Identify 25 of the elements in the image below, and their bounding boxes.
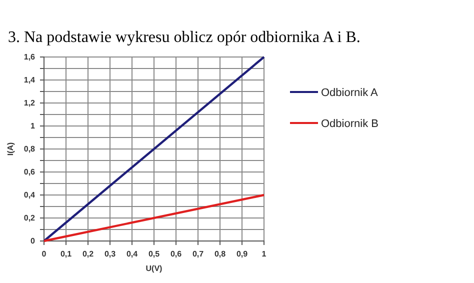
x-axis-title: U(V): [146, 264, 163, 273]
x-tick-label: 1: [262, 250, 267, 259]
y-tick-label: 1,2: [24, 98, 36, 108]
y-tick-label: 0,2: [24, 214, 36, 223]
x-tick-label: 0,9: [236, 250, 248, 259]
y-axis-title: I(A): [6, 142, 15, 156]
x-tick-label: 0,4: [126, 250, 138, 259]
x-tick-label: 0: [42, 250, 47, 259]
legend-label: Odbiornik A: [321, 87, 379, 99]
x-tick-label: 0,1: [60, 250, 72, 259]
x-tick-label: 0,8: [214, 250, 226, 259]
legend-label: Odbiornik B: [321, 118, 378, 130]
chart-title: 3. Na podstawie wykresu oblicz opór odbiornika A i B.: [8, 29, 360, 46]
y-tick-label: 0: [30, 236, 36, 246]
x-tick-label: 0,7: [192, 250, 204, 259]
x-tick-label: 0,3: [104, 250, 116, 259]
y-tick-label: 1,4: [24, 76, 36, 85]
y-tick-label: 1,6: [24, 52, 36, 62]
x-tick-label: 0,5: [148, 250, 160, 259]
x-tick-label: 0,2: [82, 250, 94, 259]
y-tick-label: 0,4: [24, 190, 36, 200]
y-tick-label: 0,6: [24, 168, 36, 177]
y-tick-label: 0,8: [24, 144, 36, 154]
y-tick-label: 1: [30, 122, 36, 131]
x-tick-label: 0,6: [170, 250, 182, 259]
